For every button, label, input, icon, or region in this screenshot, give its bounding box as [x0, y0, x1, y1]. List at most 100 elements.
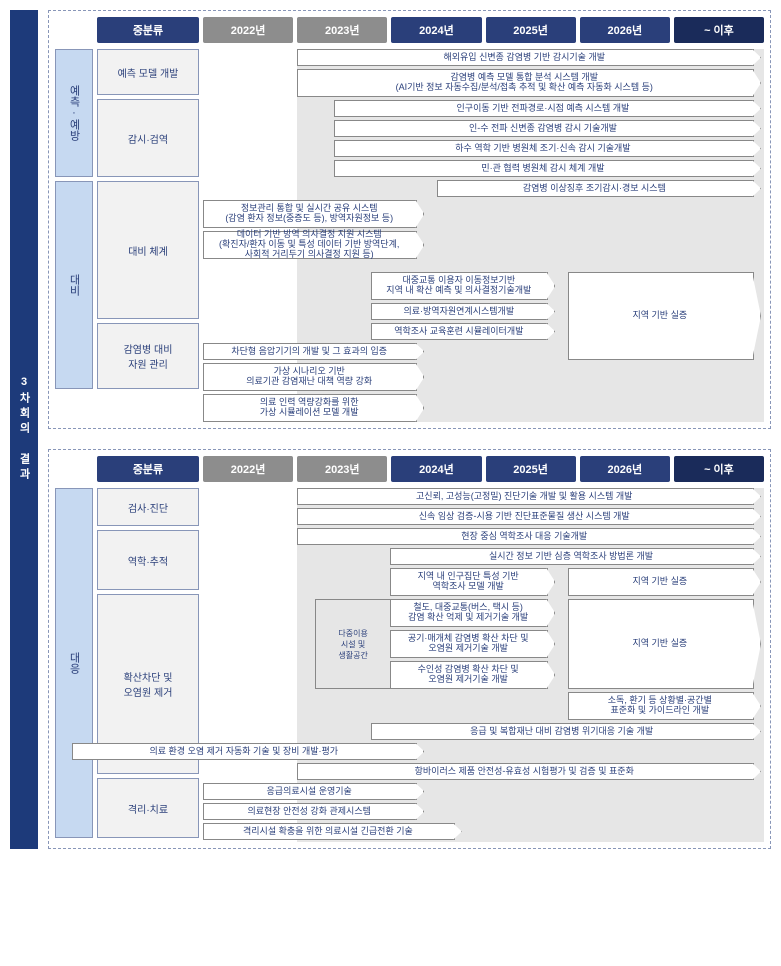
mid-column: 검사·진단역학·추적확산차단 및오염원 제거격리·치료 — [97, 488, 199, 842]
timeline-bar: 차단형 음압기기의 개발 및 그 효과의 입증 — [203, 343, 417, 360]
year-header: 2026년 — [580, 17, 670, 43]
timeline-bar: 철도, 대중교통(버스, 택시 등)감염 확산 억제 및 제거기술 개발 — [390, 599, 548, 627]
timeline-bar: 하수 역학 기반 병원체 조기·신속 감시 기술개발 — [334, 140, 754, 157]
category-column: 대응 — [55, 488, 93, 842]
timeline-bar: 가상 시나리오 기반의료기관 감염재난 대책 역량 강화 — [203, 363, 417, 391]
lane-row: 대중교통 이용자 이동정보기반지역 내 확산 예측 및 의사결정기술개발지역 기… — [203, 272, 764, 300]
mid-box: 감염병 대비자원 관리 — [97, 323, 199, 389]
timeline-bar: 감염병 예측 모델 통합 분석 시스템 개발(AI기반 정보 자동수집/분석/접… — [297, 69, 755, 97]
section: 중분류2022년2023년2024년2025년2026년~ 이후예측·예방대비예… — [48, 10, 771, 429]
lane-row: 의료·방역자원연계시스템개발 — [203, 303, 764, 320]
lane-row: 인구이동 기반 전파경로·시점 예측 시스템 개발 — [203, 100, 764, 117]
timeline-bar: 대중교통 이용자 이동정보기반지역 내 확산 예측 및 의사결정기술개발 — [371, 272, 548, 300]
lane-row: 차단형 음압기기의 개발 및 그 효과의 입증 — [203, 343, 764, 360]
timeline-bar: 역학조사 교육훈련 시뮬레이터개발 — [371, 323, 548, 340]
mid-box: 예측 모델 개발 — [97, 49, 199, 95]
header-mid: 중분류 — [97, 17, 199, 43]
lane-row: 응급 및 복합재난 대비 감염병 위기대응 기술 개발 — [203, 723, 764, 740]
year-header: ~ 이후 — [674, 17, 764, 43]
mid-column: 예측 모델 개발감시·검역대비 체계감염병 대비자원 관리 — [97, 49, 199, 422]
lane-row: 의료현장 안전성 강화 관제시스템 — [203, 803, 764, 820]
timeline-bar: 민·관 협력 병원체 감시 체계 개발 — [334, 160, 754, 177]
lane-area: 해외유입 신변종 감염병 기반 감시기술 개발감염병 예측 모델 통합 분석 시… — [203, 49, 764, 422]
timeline-bar: 현장 중심 역학조사 대응 기술개발 — [297, 528, 755, 545]
lane-row: 항바이러스 제품 안전성-유효성 시험평가 및 검증 및 표준화 — [203, 763, 764, 780]
lane-area: 고신뢰, 고성능(고정밀) 진단기술 개발 및 활용 시스템 개발신속 임상 검… — [203, 488, 764, 842]
header-row: 중분류2022년2023년2024년2025년2026년~ 이후 — [55, 456, 764, 482]
lane-row: 민·관 협력 병원체 감시 체계 개발 — [203, 160, 764, 177]
lane-row: 해외유입 신변종 감염병 기반 감시기술 개발 — [203, 49, 764, 66]
timeline-bar: 지역 내 인구집단 특성 기반역학조사 모델 개발 — [390, 568, 548, 596]
timeline-bar: 감염병 이상징후 조기감시·경보 시스템 — [437, 180, 754, 197]
timeline-bar: 정보관리 통합 및 실시간 공유 시스템(감염 환자 정보(중증도 등), 방역… — [203, 200, 417, 228]
timeline-bar: 인구이동 기반 전파경로·시점 예측 시스템 개발 — [334, 100, 754, 117]
header-mid: 중분류 — [97, 456, 199, 482]
mid-box: 감시·검역 — [97, 99, 199, 177]
year-header: 2026년 — [580, 456, 670, 482]
lane-row: 인-수 전파 신변종 감염병 감시 기술개발 — [203, 120, 764, 137]
year-header: 2025년 — [486, 456, 576, 482]
lane-row: 지역 내 인구집단 특성 기반역학조사 모델 개발 지역 기반 실증 — [203, 568, 764, 596]
lane-rows: 고신뢰, 고성능(고정밀) 진단기술 개발 및 활용 시스템 개발신속 임상 검… — [203, 488, 764, 840]
page: 3차회의 결과 중분류2022년2023년2024년2025년2026년~ 이후… — [10, 10, 771, 849]
lane-row: 고신뢰, 고성능(고정밀) 진단기술 개발 및 활용 시스템 개발 — [203, 488, 764, 505]
timeline-area: 대응검사·진단역학·추적확산차단 및오염원 제거격리·치료고신뢰, 고성능(고정… — [55, 488, 764, 842]
lane-row: 신속 임상 검증-시용 기반 진단표준물질 생산 시스템 개발 — [203, 508, 764, 525]
year-header: 2022년 — [203, 17, 293, 43]
timeline-bar: 데이터 기반 방역 의사결정 지원 시스템(확진자/환자 이동 및 특성 데이터… — [203, 231, 417, 259]
timeline-bar: 의료 인력 역량강화를 위한가상 시뮬레이션 모델 개발 — [203, 394, 417, 422]
timeline-bar: 항바이러스 제품 안전성-유효성 시험평가 및 검증 및 표준화 — [297, 763, 755, 780]
timeline-bar: 응급 및 복합재난 대비 감염병 위기대응 기술 개발 — [371, 723, 754, 740]
main: 중분류2022년2023년2024년2025년2026년~ 이후예측·예방대비예… — [38, 10, 771, 849]
timeline-bar: 실시간 정보 기반 심층 역학조사 방법론 개발 — [390, 548, 754, 565]
lane-row: 실시간 정보 기반 심층 역학조사 방법론 개발 — [203, 548, 764, 565]
lane-row: 현장 중심 역학조사 대응 기술개발 — [203, 528, 764, 545]
timeline-bar: 고신뢰, 고성능(고정밀) 진단기술 개발 및 활용 시스템 개발 — [297, 488, 755, 505]
section: 중분류2022년2023년2024년2025년2026년~ 이후대응검사·진단역… — [48, 449, 771, 849]
timeline-bar: 인-수 전파 신변종 감염병 감시 기술개발 — [334, 120, 754, 137]
year-header: 2023년 — [297, 17, 387, 43]
header-row: 중분류2022년2023년2024년2025년2026년~ 이후 — [55, 17, 764, 43]
lane-row: 소독, 환기 등 상황별·공간별표준화 및 가이드라인 개발 — [203, 692, 764, 720]
timeline-bar: 해외유입 신변종 감염병 기반 감시기술 개발 — [297, 49, 755, 66]
mid-box: 검사·진단 — [97, 488, 199, 526]
year-header: 2023년 — [297, 456, 387, 482]
lane-row: 감염병 예측 모델 통합 분석 시스템 개발(AI기반 정보 자동수집/분석/접… — [203, 69, 764, 97]
year-header: 2025년 — [486, 17, 576, 43]
timeline-bar: 의료 환경 오염 제거 자동화 기술 및 장비 개발·평가 — [72, 743, 417, 760]
lane-row: 하수 역학 기반 병원체 조기·신속 감시 기술개발 — [203, 140, 764, 157]
lane-row: 데이터 기반 방역 의사결정 지원 시스템(확진자/환자 이동 및 특성 데이터… — [203, 231, 764, 269]
timeline-bar: 소독, 환기 등 상황별·공간별표준화 및 가이드라인 개발 — [568, 692, 754, 720]
lane-row: 공기·매개체 감염병 확산 차단 및오염원 제거기술 개발 — [203, 630, 764, 658]
category-box: 대비 — [55, 181, 93, 389]
lane-row: 의료 환경 오염 제거 자동화 기술 및 장비 개발·평가 — [203, 743, 764, 760]
timeline-bar: 수인성 감염병 확산 차단 및오염원 제거기술 개발 — [390, 661, 548, 689]
left-spine: 3차회의 결과 — [10, 10, 38, 849]
mid-box: 대비 체계 — [97, 181, 199, 319]
timeline-bar: 공기·매개체 감염병 확산 차단 및오염원 제거기술 개발 — [390, 630, 548, 658]
timeline-bar: 격리시설 확충을 위한 의료시설 긴급전환 기술 — [203, 823, 455, 840]
timeline-bar: 응급의료시설 운영기술 — [203, 783, 417, 800]
timeline-bar: 의료현장 안전성 강화 관제시스템 — [203, 803, 417, 820]
category-box: 예측·예방 — [55, 49, 93, 177]
category-box: 대응 — [55, 488, 93, 838]
timeline-area: 예측·예방대비예측 모델 개발감시·검역대비 체계감염병 대비자원 관리해외유입… — [55, 49, 764, 422]
mid-box: 역학·추적 — [97, 530, 199, 590]
timeline-bar: 의료·방역자원연계시스템개발 — [371, 303, 548, 320]
lane-row: 감염병 이상징후 조기감시·경보 시스템 — [203, 180, 764, 197]
year-header: ~ 이후 — [674, 456, 764, 482]
timeline-bar: 지역 기반 실증 — [568, 568, 754, 596]
year-header: 2024년 — [391, 17, 481, 43]
lane-rows: 해외유입 신변종 감염병 기반 감시기술 개발감염병 예측 모델 통합 분석 시… — [203, 49, 764, 422]
category-column: 예측·예방대비 — [55, 49, 93, 422]
mid-box: 격리·치료 — [97, 778, 199, 838]
lane-row: 다중이용시설 및생활공간철도, 대중교통(버스, 택시 등)감염 확산 억제 및… — [203, 599, 764, 627]
timeline-bar: 신속 임상 검증-시용 기반 진단표준물질 생산 시스템 개발 — [297, 508, 755, 525]
lane-row: 수인성 감염병 확산 차단 및오염원 제거기술 개발 — [203, 661, 764, 689]
lane-row: 가상 시나리오 기반의료기관 감염재난 대책 역량 강화 — [203, 363, 764, 391]
year-header: 2024년 — [391, 456, 481, 482]
lane-row: 격리시설 확충을 위한 의료시설 긴급전환 기술 — [203, 823, 764, 840]
year-header: 2022년 — [203, 456, 293, 482]
lane-row: 의료 인력 역량강화를 위한가상 시뮬레이션 모델 개발 — [203, 394, 764, 422]
lane-row: 응급의료시설 운영기술 — [203, 783, 764, 800]
